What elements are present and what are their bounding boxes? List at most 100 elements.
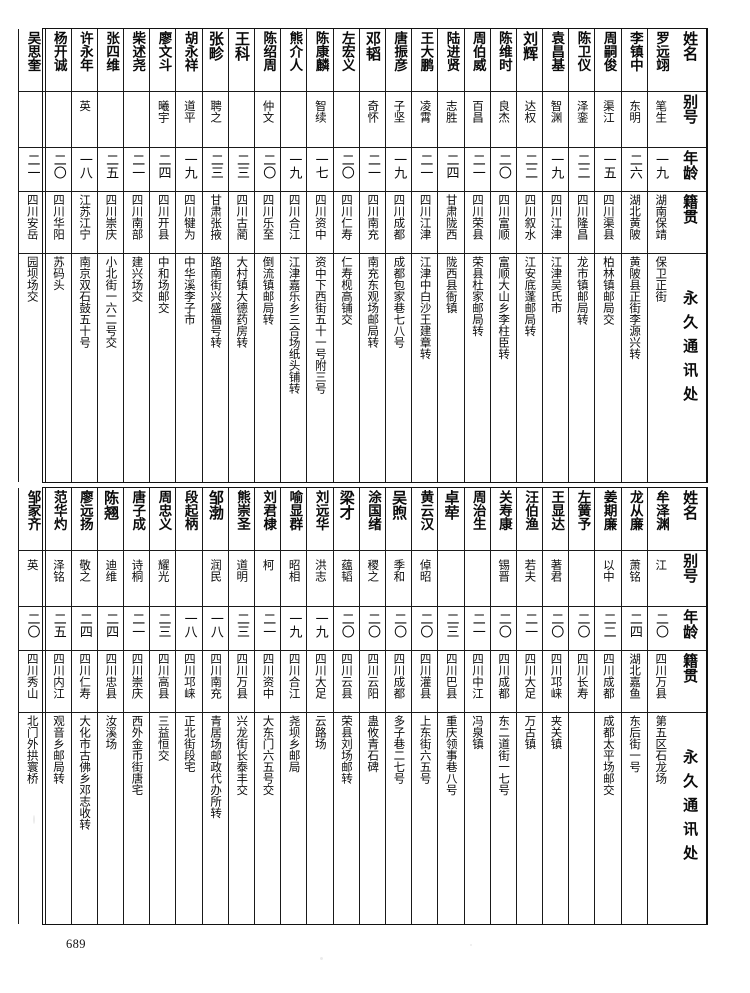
cell-name: 罗远翊 (648, 29, 673, 91)
cell-native_place: 四川仁寿 (333, 191, 359, 253)
person-age: 二一 (24, 153, 40, 179)
person-address: 冯泉镇 (470, 715, 485, 750)
person-native_place: 四川合江 (287, 653, 302, 699)
person-age: 一九 (181, 153, 197, 179)
person-native_place: 四川内江 (51, 653, 66, 699)
cell-address: 北门外拱寰桥 (19, 712, 45, 924)
cell-native_place: 湖南保靖 (647, 191, 673, 253)
cell-alias: 笔生 (647, 91, 673, 147)
person-native_place: 四川南充 (366, 194, 381, 240)
person-alias: 耀光 (156, 559, 171, 582)
person-column: 张畛 聘之 二三 甘肃张掖 路南街兴盛福号转 (201, 29, 228, 482)
person-native_place: 四川崇庆 (104, 194, 119, 240)
cell-native_place: 四川邛崃 (543, 650, 569, 712)
person-column: 陈绍周 仲文 二〇 四川乐至 倒流镇邮局转 (254, 29, 281, 482)
person-address: 江津吴氏市 (549, 256, 564, 314)
person-age: 二〇 (417, 612, 433, 638)
person-name: 关寿康 (495, 490, 512, 531)
person-native_place: 四川大足 (313, 653, 328, 699)
person-native_place: 四川成都 (497, 653, 512, 699)
person-age: 二三 (234, 153, 250, 179)
cell-address: 第五区石龙场 (647, 712, 673, 924)
cell-address: 倒流镇邮局转 (255, 253, 281, 482)
person-name: 邹渤 (206, 490, 225, 520)
cell-age: 二〇 (385, 606, 412, 650)
person-name: 龙从廉 (626, 490, 643, 531)
cell-alias: 稷之 (359, 550, 385, 606)
cell-alias (19, 91, 45, 147)
person-address: 观音乡邮局转 (51, 715, 66, 784)
person-name: 梁才 (337, 490, 356, 520)
cell-name: 刘远华 (307, 488, 332, 550)
cell-name: 许永年 (72, 29, 97, 91)
person-address: 荣县刘场邮转 (340, 715, 355, 784)
person-alias: 稷之 (366, 559, 381, 582)
cell-address: 三益恒交 (150, 712, 176, 924)
cell-age: 一九 (543, 147, 569, 191)
person-column: 刘辉 达权 二二 四川叙水 江安底蓬邮局转 (515, 29, 543, 482)
person-age: 一八 (76, 153, 92, 179)
cell-native_place: 四川崇庆 (97, 191, 124, 253)
person-column: 黄云汉 倬昭 二〇 四川灌县 上东街六五号 (411, 488, 438, 924)
person-native_place: 四川邛崃 (182, 653, 197, 699)
cell-name: 张畛 (203, 29, 228, 91)
person-native_place: 四川合江 (287, 194, 302, 240)
person-native_place: 四川中江 (470, 653, 485, 699)
cell-age: 二〇 (412, 606, 438, 650)
person-address: 北门外拱寰桥 (25, 715, 40, 784)
person-age: 二六 (626, 153, 642, 179)
person-alias: 敬之 (78, 559, 93, 582)
person-alias: 英 (78, 100, 93, 112)
person-age: 二一 (469, 612, 485, 638)
cell-address: 蛊攸青石碑 (359, 712, 385, 924)
person-native_place: 四川安岳 (25, 194, 40, 240)
person-age: 一五 (600, 153, 616, 179)
cell-native_place: 江苏江宁 (71, 191, 97, 253)
person-name: 段起柄 (181, 490, 198, 531)
cell-address: 上东街六五号 (412, 712, 438, 924)
person-column: 张四维 二五 四川崇庆 小北街一六二号交 (96, 29, 124, 482)
cell-age: 一八 (71, 147, 97, 191)
person-age: 二四 (103, 612, 119, 638)
person-name: 熊介人 (286, 31, 303, 72)
person-name: 罗远翊 (653, 31, 670, 72)
person-native_place: 四川荣县 (470, 194, 485, 240)
person-age: 二一 (469, 153, 485, 179)
person-address: 东后街一号 (628, 715, 643, 773)
cell-address: 苏码头 (45, 253, 71, 482)
person-address: 江津中白沙王建章转 (418, 256, 433, 360)
cell-age: 二一 (464, 606, 490, 650)
person-name: 王大鹏 (417, 31, 434, 72)
person-column: 周嗣俊 渠江 一五 四川渠县 柏林镇邮局交 (594, 29, 621, 482)
person-native_place: 四川成都 (392, 194, 407, 240)
person-column: 周忠义 耀光 二三 四川高县 三益恒交 (149, 488, 176, 924)
row-label-text: 别号 (681, 553, 700, 583)
person-column: 柴述尧 二一 四川南部 建兴场交 (123, 29, 150, 482)
cell-name: 杨开诚 (46, 29, 71, 91)
person-name: 黄云汉 (417, 490, 434, 531)
person-alias: 润民 (209, 559, 224, 582)
cell-alias: 子坚 (385, 91, 412, 147)
cell-address: 富顺大山乡李柱臣转 (490, 253, 516, 482)
row-label-text: 永久通讯处 (681, 290, 700, 410)
cell-alias: 达权 (516, 91, 543, 147)
person-address: 多子巷二七号 (392, 715, 407, 784)
person-alias: 著君 (549, 559, 564, 582)
person-address: 路南街兴盛福号转 (209, 256, 224, 348)
person-address: 大化市古佛乡邓志收转 (78, 715, 93, 830)
person-column: 喻显群 昭相 一九 四川合江 尧坝乡邮局 (280, 488, 307, 924)
person-address: 荣县杜家邮局转 (470, 256, 485, 337)
cell-address: 东后街一号 (621, 712, 647, 924)
person-native_place: 四川高县 (156, 653, 171, 699)
person-age: 二一 (129, 612, 145, 638)
cell-native_place: 四川长寿 (569, 650, 595, 712)
row-label-text: 籍贯 (681, 194, 700, 224)
cell-native_place: 四川南充 (202, 650, 228, 712)
cell-address: 江津吴氏市 (543, 253, 569, 482)
person-alias: 江 (654, 559, 669, 571)
cell-name: 梁才 (334, 488, 359, 550)
row-label-text: 姓名 (681, 31, 700, 61)
person-column: 范华灼 泽铭 二五 四川内江 观音乡邮局转 (44, 488, 71, 924)
person-name: 邓韬 (363, 31, 382, 61)
person-name: 刘君棣 (260, 490, 277, 531)
